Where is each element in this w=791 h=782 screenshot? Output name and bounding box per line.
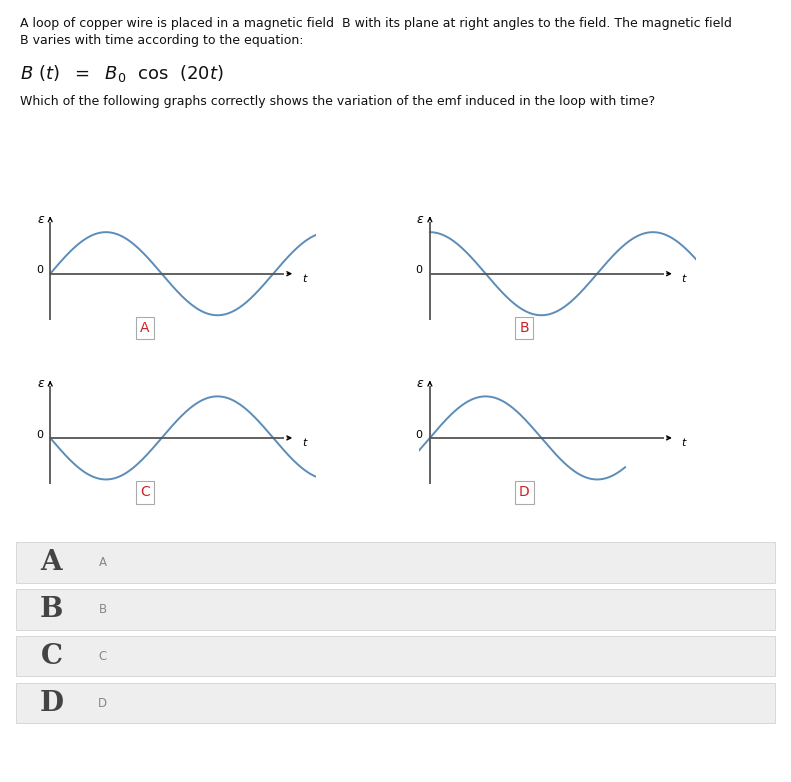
Text: D: D [40,690,63,716]
Text: $B\ (t)\ \ =\ \ B_0\ \ \mathrm{cos}\ \ (20t)$: $B\ (t)\ \ =\ \ B_0\ \ \mathrm{cos}\ \ (… [20,63,224,84]
Text: t: t [302,438,306,448]
Text: B varies with time according to the equation:: B varies with time according to the equa… [20,34,303,47]
Text: B: B [40,596,63,622]
Text: D: D [519,486,530,500]
Text: A: A [140,321,149,335]
Text: C: C [99,650,107,662]
Text: D: D [98,697,108,709]
Text: A loop of copper wire is placed in a magnetic field  B with its plane at right a: A loop of copper wire is placed in a mag… [20,17,732,30]
Text: 0: 0 [36,429,43,439]
Text: 0: 0 [36,265,43,275]
Text: t: t [682,438,686,448]
Text: C: C [40,643,62,669]
Text: $\varepsilon$: $\varepsilon$ [36,377,45,390]
Text: $\varepsilon$: $\varepsilon$ [36,213,45,226]
Text: t: t [682,274,686,284]
Text: Which of the following graphs correctly shows the variation of the emf induced i: Which of the following graphs correctly … [20,95,655,109]
Text: $\varepsilon$: $\varepsilon$ [416,377,425,390]
Text: 0: 0 [416,265,422,275]
Text: B: B [99,603,107,615]
Text: B: B [520,321,529,335]
Text: t: t [302,274,306,284]
Text: C: C [140,486,149,500]
Text: A: A [40,549,62,576]
Text: A: A [99,556,107,569]
Text: 0: 0 [416,429,422,439]
Text: $\varepsilon$: $\varepsilon$ [416,213,425,226]
